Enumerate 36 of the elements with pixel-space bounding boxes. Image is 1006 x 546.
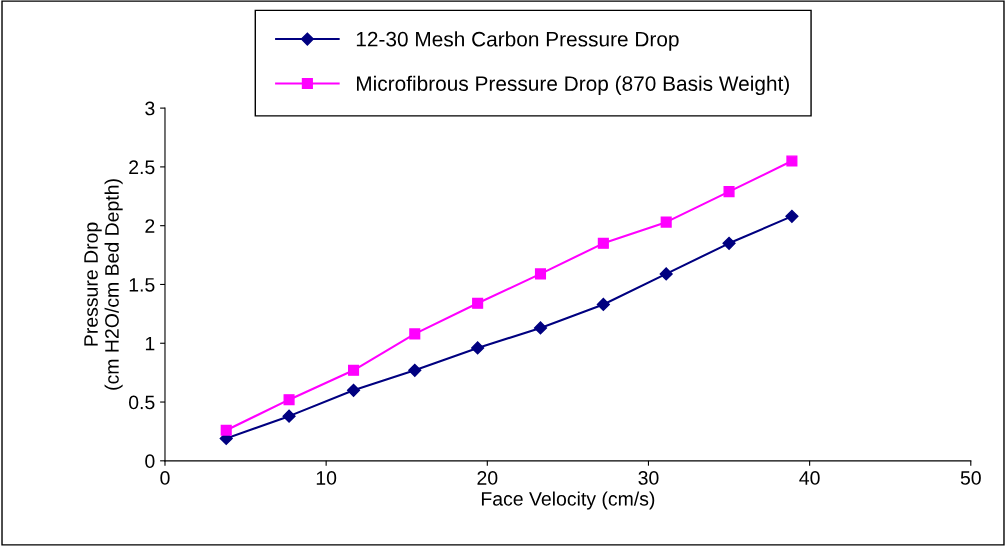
legend-label: 12-30 Mesh Carbon Pressure Drop bbox=[356, 31, 679, 51]
x-axis-title: Face Velocity (cm/s) bbox=[481, 491, 655, 510]
x-tick-label: 20 bbox=[477, 471, 498, 485]
x-tick-label: 0 bbox=[160, 471, 170, 485]
point bbox=[723, 186, 735, 198]
x-tick-label: 10 bbox=[316, 471, 337, 485]
point bbox=[785, 209, 799, 223]
point bbox=[282, 409, 296, 423]
point bbox=[472, 297, 484, 309]
point bbox=[347, 364, 360, 376]
point bbox=[786, 155, 798, 167]
point bbox=[346, 383, 361, 397]
x-tick-label: 40 bbox=[799, 471, 820, 485]
y-tick-label: 2.5 bbox=[129, 160, 155, 175]
legend-label: Microfibrous Pressure Drop (870 Basis Weight) bbox=[357, 75, 789, 96]
point bbox=[408, 363, 422, 377]
point bbox=[596, 297, 610, 312]
point bbox=[409, 328, 421, 340]
point bbox=[534, 268, 547, 280]
y-tick-label: 2 bbox=[145, 219, 155, 233]
point bbox=[533, 321, 548, 335]
y-tick-label: 3 bbox=[145, 101, 155, 116]
point bbox=[722, 236, 736, 250]
point bbox=[220, 424, 232, 436]
point bbox=[659, 267, 673, 281]
x-tick-label: 50 bbox=[960, 471, 981, 485]
x-tick-label: 30 bbox=[638, 471, 659, 485]
y-tick-label: 1.5 bbox=[129, 278, 155, 292]
point bbox=[471, 341, 485, 355]
point bbox=[597, 237, 609, 249]
y-tick-label: 1 bbox=[145, 336, 155, 351]
point bbox=[283, 394, 295, 406]
y-tick-label: 0 bbox=[145, 454, 155, 469]
point bbox=[660, 216, 672, 228]
y-tick-label: 0.5 bbox=[128, 395, 155, 410]
y-axis-title: Pressure Drop (cm H2O/cm Bed Depth) bbox=[84, 179, 123, 390]
